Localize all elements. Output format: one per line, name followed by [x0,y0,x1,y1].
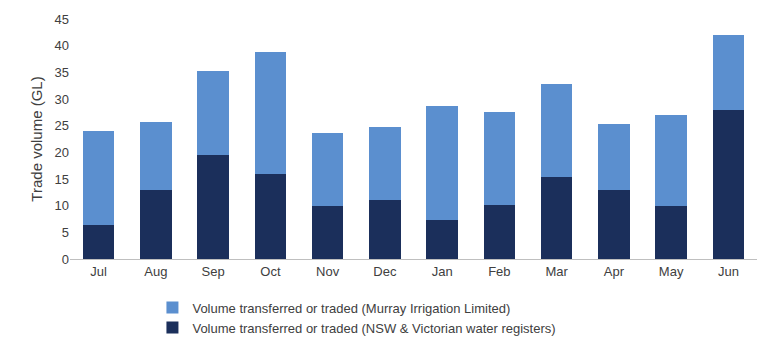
svg-text:10: 10 [55,198,69,213]
svg-text:Trade volume (GL): Trade volume (GL) [28,76,45,201]
svg-text:Sep: Sep [202,264,225,279]
svg-text:Mar: Mar [545,264,568,279]
svg-text:35: 35 [55,65,69,80]
svg-text:15: 15 [55,172,69,187]
svg-text:40: 40 [55,38,69,53]
svg-text:Jan: Jan [432,264,453,279]
svg-text:Nov: Nov [316,264,340,279]
svg-text:Jul: Jul [90,264,107,279]
svg-text:Apr: Apr [604,264,625,279]
svg-text:Feb: Feb [488,264,510,279]
svg-text:Aug: Aug [144,264,167,279]
svg-text:Volume transferred or traded (: Volume transferred or traded (Murray Irr… [192,301,510,316]
svg-text:45: 45 [55,12,69,27]
svg-text:Dec: Dec [373,264,397,279]
svg-text:20: 20 [55,145,69,160]
svg-text:Jun: Jun [718,264,739,279]
svg-text:30: 30 [55,92,69,107]
svg-text:Oct: Oct [260,264,281,279]
svg-text:0: 0 [62,252,69,267]
svg-text:25: 25 [55,118,69,133]
svg-text:May: May [659,264,684,279]
svg-text:Volume transferred or traded (: Volume transferred or traded (NSW & Vict… [192,321,555,336]
svg-text:5: 5 [62,225,69,240]
